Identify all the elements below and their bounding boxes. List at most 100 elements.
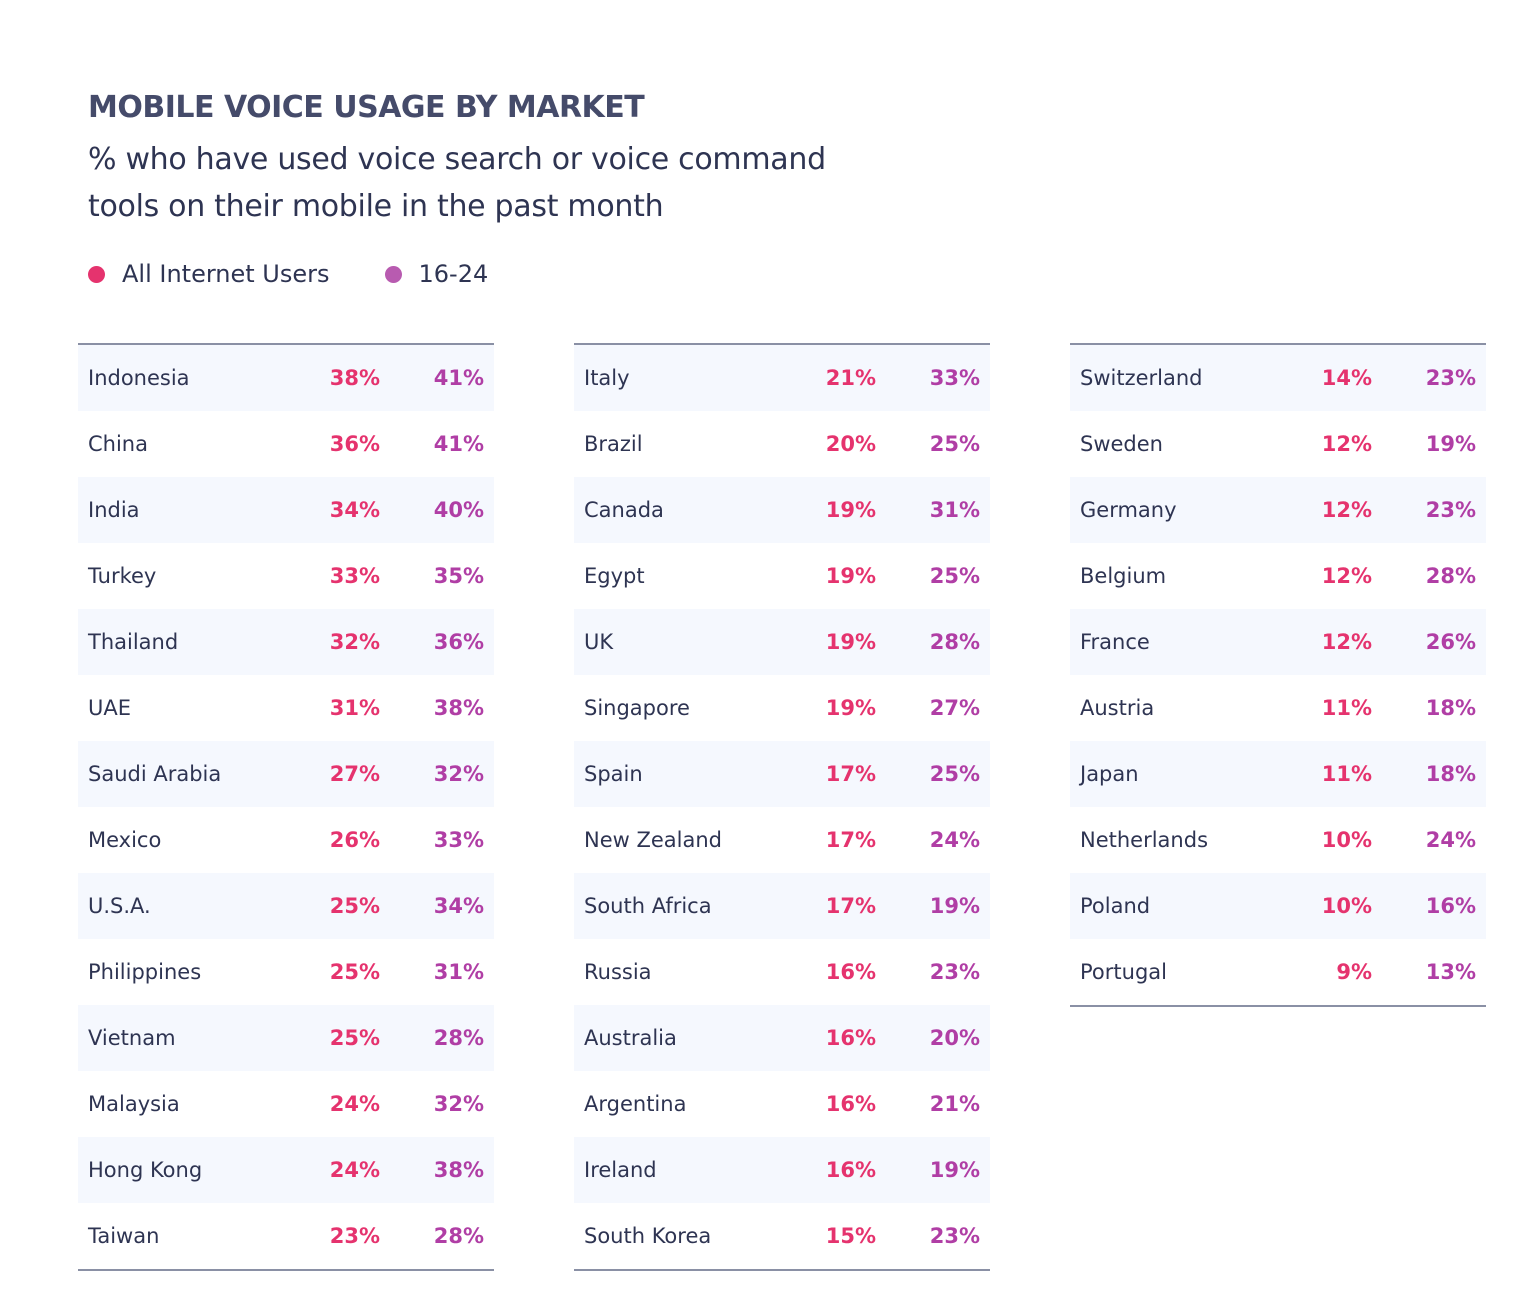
all-users-value: 17%: [825, 828, 876, 852]
all-users-value: 16%: [825, 1158, 876, 1182]
legend-dot-icon: [384, 265, 402, 283]
all-users-value: 32%: [329, 630, 380, 654]
all-users-value: 15%: [825, 1224, 876, 1248]
age-16-24-value: 28%: [929, 630, 980, 654]
age-16-24-value: 16%: [1425, 894, 1476, 918]
all-users-value: 26%: [329, 828, 380, 852]
age-16-24-value: 13%: [1425, 960, 1476, 984]
table-row: U.S.A. 25% 34%: [78, 873, 494, 939]
market-name: Brazil: [584, 432, 643, 456]
market-name: Sweden: [1080, 432, 1163, 456]
table-row: Argentina 16% 21%: [574, 1071, 990, 1137]
table-row: Thailand 32% 36%: [78, 609, 494, 675]
all-users-value: 14%: [1321, 366, 1372, 390]
legend-label: All Internet Users: [122, 260, 330, 288]
all-users-value: 25%: [329, 894, 380, 918]
all-users-value: 16%: [825, 1092, 876, 1116]
legend-item-all-users: All Internet Users: [88, 260, 330, 288]
all-users-value: 36%: [329, 432, 380, 456]
table-row: Mexico 26% 33%: [78, 807, 494, 873]
age-16-24-value: 26%: [1425, 630, 1476, 654]
table-row: Portugal 9% 13%: [1070, 939, 1486, 1005]
market-name: Germany: [1080, 498, 1177, 522]
all-users-value: 11%: [1321, 696, 1372, 720]
age-16-24-value: 24%: [929, 828, 980, 852]
age-16-24-value: 25%: [929, 564, 980, 588]
market-name: Philippines: [88, 960, 202, 984]
age-16-24-value: 38%: [433, 1158, 484, 1182]
all-users-value: 12%: [1321, 630, 1372, 654]
market-name: Italy: [584, 366, 630, 390]
age-16-24-value: 24%: [1425, 828, 1476, 852]
legend-item-16-24: 16-24: [384, 260, 488, 288]
table-row: China 36% 41%: [78, 411, 494, 477]
age-16-24-value: 18%: [1425, 762, 1476, 786]
table-row: Sweden 12% 19%: [1070, 411, 1486, 477]
age-16-24-value: 35%: [433, 564, 484, 588]
all-users-value: 12%: [1321, 498, 1372, 522]
table-column-2: Italy 21% 33% Brazil 20% 25% Canada 19% 31% Egypt…: [574, 343, 990, 1271]
age-16-24-value: 19%: [1425, 432, 1476, 456]
market-name: New Zealand: [584, 828, 722, 852]
all-users-value: 20%: [825, 432, 876, 456]
all-users-value: 25%: [329, 960, 380, 984]
market-name: Turkey: [88, 564, 157, 588]
all-users-value: 23%: [329, 1224, 380, 1248]
age-16-24-value: 32%: [433, 1092, 484, 1116]
age-16-24-value: 38%: [433, 696, 484, 720]
market-name: Poland: [1080, 894, 1151, 918]
all-users-value: 16%: [825, 1026, 876, 1050]
age-16-24-value: 40%: [433, 498, 484, 522]
table-row: UAE 31% 38%: [78, 675, 494, 741]
age-16-24-value: 31%: [433, 960, 484, 984]
table-column-1: Indonesia 38% 41% China 36% 41% India 34% 40% Tur…: [78, 343, 494, 1271]
age-16-24-value: 23%: [1425, 498, 1476, 522]
market-name: South Korea: [584, 1224, 712, 1248]
all-users-value: 19%: [825, 696, 876, 720]
table-row: Poland 10% 16%: [1070, 873, 1486, 939]
table-row: Philippines 25% 31%: [78, 939, 494, 1005]
market-name: China: [88, 432, 148, 456]
all-users-value: 9%: [1336, 960, 1372, 984]
chart-title: MOBILE VOICE USAGE BY MARKET: [88, 90, 645, 125]
table-row: Austria 11% 18%: [1070, 675, 1486, 741]
market-name: Mexico: [88, 828, 162, 852]
market-name: Singapore: [584, 696, 690, 720]
market-name: South Africa: [584, 894, 712, 918]
age-16-24-value: 36%: [433, 630, 484, 654]
table-row: Vietnam 25% 28%: [78, 1005, 494, 1071]
table-row: Spain 17% 25%: [574, 741, 990, 807]
table-row: Brazil 20% 25%: [574, 411, 990, 477]
legend-dot-icon: [88, 265, 105, 283]
legend: All Internet Users 16-24: [88, 260, 543, 288]
age-16-24-value: 41%: [433, 432, 484, 456]
market-name: Austria: [1080, 696, 1155, 720]
age-16-24-value: 33%: [433, 828, 484, 852]
table-row: Switzerland 14% 23%: [1070, 345, 1486, 411]
market-name: U.S.A.: [88, 894, 151, 918]
market-name: UK: [584, 630, 614, 654]
market-name: Australia: [584, 1026, 677, 1050]
age-16-24-value: 23%: [929, 1224, 980, 1248]
market-name: Belgium: [1080, 564, 1167, 588]
age-16-24-value: 41%: [433, 366, 484, 390]
table-row: Malaysia 24% 32%: [78, 1071, 494, 1137]
market-name: India: [88, 498, 140, 522]
table-row: France 12% 26%: [1070, 609, 1486, 675]
table-row: South Korea 15% 23%: [574, 1203, 990, 1269]
age-16-24-value: 33%: [929, 366, 980, 390]
table-row: Egypt 19% 25%: [574, 543, 990, 609]
all-users-value: 33%: [329, 564, 380, 588]
market-name: Spain: [584, 762, 643, 786]
table-row: Hong Kong 24% 38%: [78, 1137, 494, 1203]
table-row: Belgium 12% 28%: [1070, 543, 1486, 609]
all-users-value: 12%: [1321, 564, 1372, 588]
all-users-value: 10%: [1321, 894, 1372, 918]
age-16-24-value: 27%: [929, 696, 980, 720]
table-column-3: Switzerland 14% 23% Sweden 12% 19% Germany 12% 2…: [1070, 343, 1486, 1007]
table-row: Singapore 19% 27%: [574, 675, 990, 741]
market-name: Thailand: [88, 630, 179, 654]
market-name: Russia: [584, 960, 652, 984]
all-users-value: 11%: [1321, 762, 1372, 786]
market-name: Canada: [584, 498, 664, 522]
